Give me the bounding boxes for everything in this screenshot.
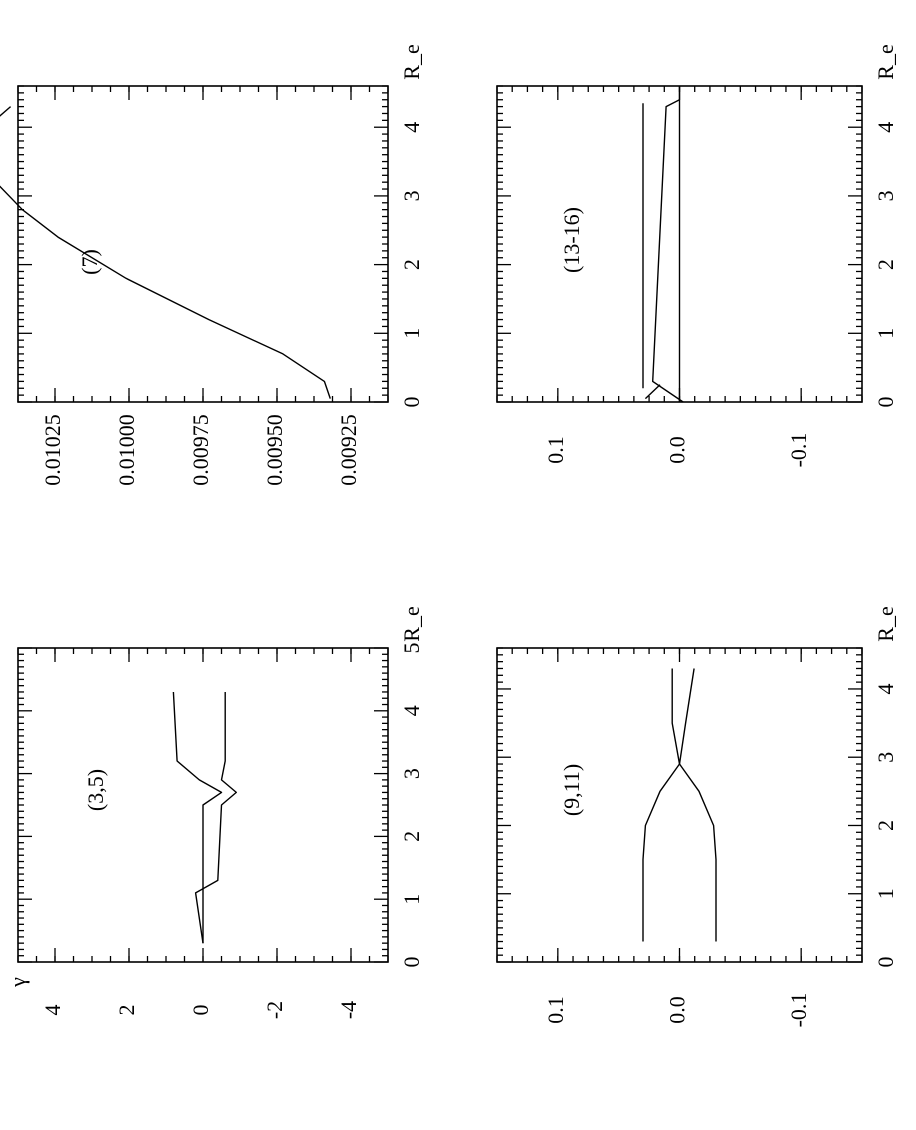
x-tick-label: 4 — [873, 683, 898, 694]
y-tick-label: -4 — [336, 1001, 361, 1019]
series-line-1 — [0, 106, 331, 399]
x-tick-label: 0 — [399, 397, 424, 408]
x-tick-label: 5 — [399, 643, 424, 654]
panel-annotation: (3,5) — [83, 769, 108, 811]
x-tick-label: 1 — [873, 328, 898, 339]
series-line-2 — [642, 668, 695, 942]
x-tick-label: 0 — [399, 957, 424, 968]
panel-7: 0 1 2 3 4 R_e 0.01025 0.01000 0.00975 0.00950 0.00… — [0, 44, 424, 486]
plot-frame — [496, 647, 863, 963]
x-tick-label: 3 — [873, 190, 898, 201]
x-tick-label: 4 — [399, 705, 424, 716]
y-tick-label: 0.0 — [665, 436, 690, 464]
y-tick-label: 0.01000 — [114, 414, 139, 486]
x-tick-label: 3 — [873, 752, 898, 763]
x-tick-label: 0 — [873, 397, 898, 408]
panel-annotation: (9,11) — [559, 764, 584, 816]
x-axis-label: R_e — [873, 606, 898, 641]
y-tick-label: 0.00975 — [188, 414, 213, 486]
plot-frame — [17, 85, 389, 403]
panel-9-11: 0 1 2 3 4 R_e 0.1 0.0 -0.1 (9,11) — [496, 606, 898, 1028]
x-tick-label: 2 — [873, 820, 898, 831]
series-line-1 — [671, 668, 717, 942]
x-tick-label: 2 — [399, 259, 424, 270]
y-tick-label: -0.1 — [786, 433, 811, 468]
x-tick-label: 0 — [873, 957, 898, 968]
x-axis-label: R_e — [873, 44, 898, 79]
series-line-4 — [644, 384, 661, 400]
x-tick-label: 2 — [399, 831, 424, 842]
panel-annotation: (13-16) — [559, 207, 584, 273]
x-tick-label: 3 — [399, 768, 424, 779]
x-tick-label: 4 — [873, 122, 898, 133]
x-tick-label: 1 — [873, 888, 898, 899]
y-axis-label: γ — [5, 977, 30, 988]
series-line-1 — [194, 692, 238, 944]
y-tick-label: 0.1 — [543, 996, 568, 1024]
y-tick-label: 0.0 — [665, 996, 690, 1024]
x-tick-label: 3 — [399, 190, 424, 201]
y-tick-label: 0.01025 — [40, 414, 65, 486]
x-tick-label: 2 — [873, 259, 898, 270]
panel-13-16: 0 1 2 3 4 R_e 0.1 0.0 -0.1 (13-16) — [496, 44, 898, 468]
panel-3-5: 0 1 2 3 4 5 R_e 4 2 0 -2 -4 γ (3,5) — [5, 606, 424, 1019]
x-tick-label: 4 — [399, 122, 424, 133]
series-line-2 — [172, 691, 223, 944]
y-tick-label: -2 — [262, 1001, 287, 1019]
y-tick-label: 0.00950 — [262, 414, 287, 486]
panel-annotation: (7) — [77, 249, 102, 275]
y-tick-label: 0 — [188, 1005, 213, 1016]
y-tick-label: 2 — [114, 1005, 139, 1016]
y-tick-label: 0.00925 — [336, 414, 361, 486]
x-axis-label: R_e — [399, 44, 424, 79]
x-axis-label: R_e — [399, 606, 424, 641]
y-tick-label: -0.1 — [786, 993, 811, 1028]
x-tick-label: 1 — [399, 328, 424, 339]
y-tick-label: 4 — [40, 1005, 65, 1016]
series-line-3 — [652, 99, 684, 403]
y-tick-label: 0.1 — [543, 436, 568, 464]
x-tick-label: 1 — [399, 894, 424, 905]
